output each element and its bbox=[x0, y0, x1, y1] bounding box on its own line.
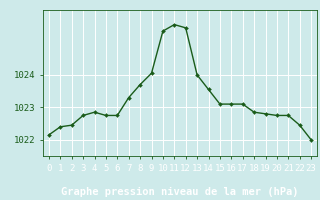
Text: 12: 12 bbox=[180, 164, 191, 173]
Text: 5: 5 bbox=[103, 164, 108, 173]
Text: 23: 23 bbox=[306, 164, 316, 173]
Text: 20: 20 bbox=[272, 164, 282, 173]
Text: 15: 15 bbox=[214, 164, 225, 173]
Text: 10: 10 bbox=[157, 164, 168, 173]
Text: 2: 2 bbox=[69, 164, 74, 173]
Text: 16: 16 bbox=[226, 164, 237, 173]
Text: 11: 11 bbox=[169, 164, 180, 173]
Text: 3: 3 bbox=[80, 164, 86, 173]
Text: 4: 4 bbox=[92, 164, 97, 173]
Text: 19: 19 bbox=[260, 164, 271, 173]
Text: 22: 22 bbox=[294, 164, 305, 173]
Text: 18: 18 bbox=[249, 164, 260, 173]
Text: 13: 13 bbox=[192, 164, 203, 173]
Text: 8: 8 bbox=[137, 164, 143, 173]
Text: 1: 1 bbox=[58, 164, 63, 173]
Text: 14: 14 bbox=[203, 164, 214, 173]
Text: 7: 7 bbox=[126, 164, 132, 173]
Text: 17: 17 bbox=[237, 164, 248, 173]
Text: Graphe pression niveau de la mer (hPa): Graphe pression niveau de la mer (hPa) bbox=[61, 187, 299, 197]
Text: 0: 0 bbox=[46, 164, 52, 173]
Text: 9: 9 bbox=[149, 164, 154, 173]
Text: 6: 6 bbox=[115, 164, 120, 173]
Text: 21: 21 bbox=[283, 164, 294, 173]
